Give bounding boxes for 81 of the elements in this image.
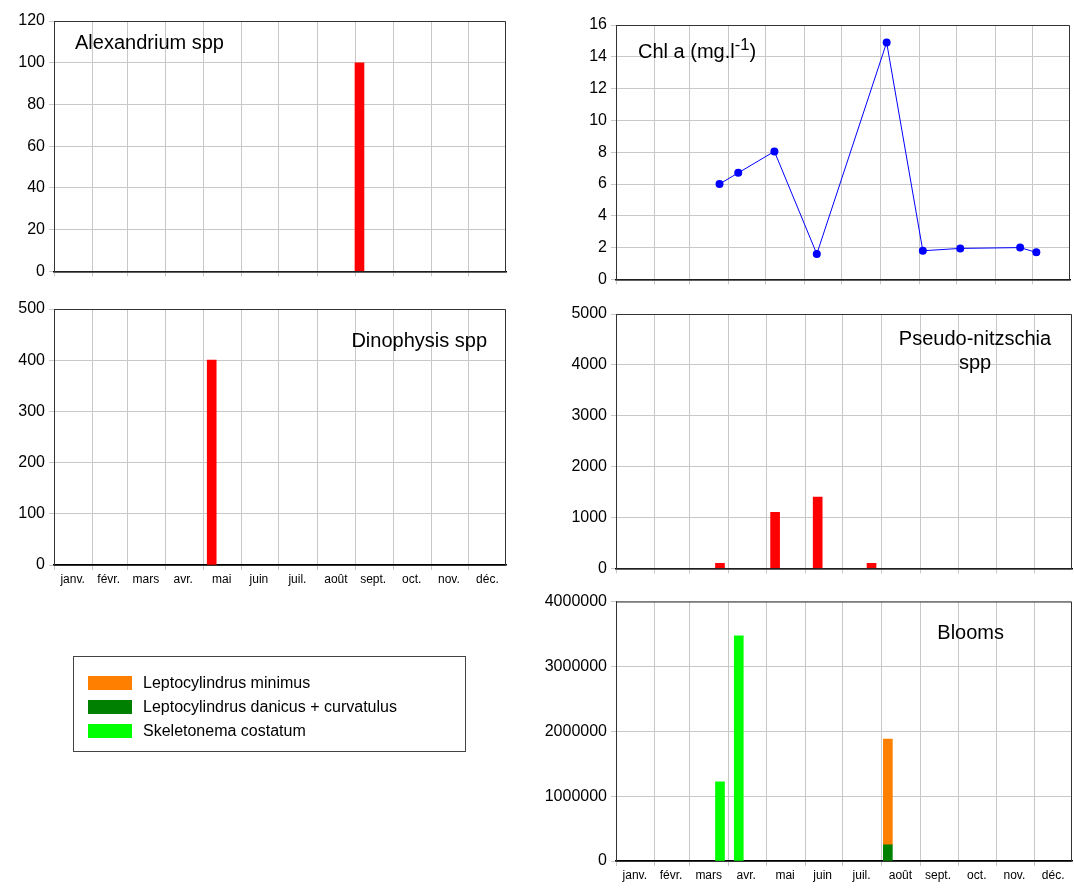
x-tick-label: janv. <box>59 571 85 586</box>
text: Chl a (mg.l$^{-1}$) <box>638 34 757 63</box>
x-tick-label: oct. <box>401 571 422 586</box>
y-tick-label: 40 <box>27 178 46 196</box>
point <box>770 147 779 156</box>
x-tick-label: déc. <box>476 571 499 586</box>
legend-label: Skeletonema costatum <box>143 722 306 740</box>
bar <box>715 781 725 861</box>
y-tick-label: 120 <box>18 11 46 29</box>
y-tick-label: 10 <box>589 110 608 128</box>
bar <box>883 844 893 861</box>
x-tick-label: juin <box>248 571 269 586</box>
y-tick-label: 100 <box>18 53 46 71</box>
y-tick-label: 4 <box>598 206 608 224</box>
x-tick-label: févr. <box>97 571 120 586</box>
point <box>956 244 965 253</box>
y-tick-label: 1000 <box>571 507 608 525</box>
x-tick-label: juin <box>812 867 833 882</box>
y-tick-label: 0 <box>598 269 608 287</box>
x-tick-label: mars <box>695 867 723 882</box>
y-tick-label: 200 <box>18 453 46 471</box>
y-tick-label: 80 <box>27 94 46 112</box>
y-tick-label: 300 <box>18 401 46 419</box>
x-tick-label: juil. <box>287 571 307 586</box>
y-tick-label: 3000 <box>571 406 608 424</box>
y-tick-label: 1000000 <box>544 786 608 804</box>
text: Dinophysis spp <box>351 328 487 352</box>
x-tick-label: oct. <box>967 867 987 882</box>
x-tick-label: août <box>324 571 349 586</box>
y-tick-label: 0 <box>598 558 608 576</box>
bar <box>770 512 780 569</box>
y-tick-label: 5000 <box>571 304 608 322</box>
x-tick-label: mai <box>775 867 795 882</box>
y-tick-label: 16 <box>589 15 608 33</box>
x-tick-label: août <box>888 867 913 882</box>
y-tick-label: 3000000 <box>544 656 608 674</box>
y-tick-label: 4000 <box>571 355 608 373</box>
x-tick-label: mars <box>132 571 160 586</box>
x-tick-label: avr. <box>173 571 193 586</box>
x-tick-label: nov. <box>437 571 460 586</box>
point <box>918 246 927 255</box>
y-tick-label: 8 <box>598 142 608 160</box>
y-tick-label: 14 <box>589 47 608 65</box>
x-tick-label: janv. <box>621 867 648 882</box>
y-tick-label: 400 <box>18 350 46 368</box>
y-tick-label: 12 <box>589 79 608 97</box>
point <box>734 168 743 177</box>
x-tick-label: déc. <box>1041 867 1065 882</box>
y-tick-label: 60 <box>27 136 46 154</box>
point <box>812 249 821 258</box>
y-tick-label: 6 <box>598 174 608 192</box>
x-tick-label: mai <box>211 571 232 586</box>
y-tick-label: 0 <box>36 555 46 573</box>
legend-label: Leptocylindrus danicus + curvatulus <box>143 698 397 716</box>
point <box>1032 248 1041 257</box>
text: Pseudo-nitzschia spp <box>897 326 1053 374</box>
y-tick-label: 0 <box>598 851 608 869</box>
y-tick-label: 0 <box>36 261 46 279</box>
legend-label: Leptocylindrus minimus <box>143 674 311 692</box>
x-tick-label: nov. <box>1003 867 1026 882</box>
x-tick-label: juil. <box>851 867 871 882</box>
point <box>882 38 891 47</box>
y-tick-label: 2 <box>598 238 608 256</box>
y-tick-label: 4000000 <box>544 591 608 609</box>
x-tick-label: sept. <box>360 571 387 586</box>
point <box>715 180 724 188</box>
y-tick-label: 2000 <box>571 457 608 475</box>
y-tick-label: 2000000 <box>544 721 608 739</box>
bar <box>812 496 823 569</box>
x-tick-label: févr. <box>659 867 683 882</box>
point <box>1016 243 1025 252</box>
y-tick-label: 20 <box>27 220 46 238</box>
bar <box>733 635 744 861</box>
bar <box>715 562 725 569</box>
text: Alexandrium spp <box>75 30 224 54</box>
y-tick-label: 100 <box>18 504 46 522</box>
text: Blooms <box>937 620 1004 644</box>
bar <box>883 738 893 846</box>
x-tick-label: sept. <box>924 867 951 882</box>
y-tick-label: 500 <box>18 299 46 317</box>
x-tick-label: avr. <box>736 867 756 882</box>
